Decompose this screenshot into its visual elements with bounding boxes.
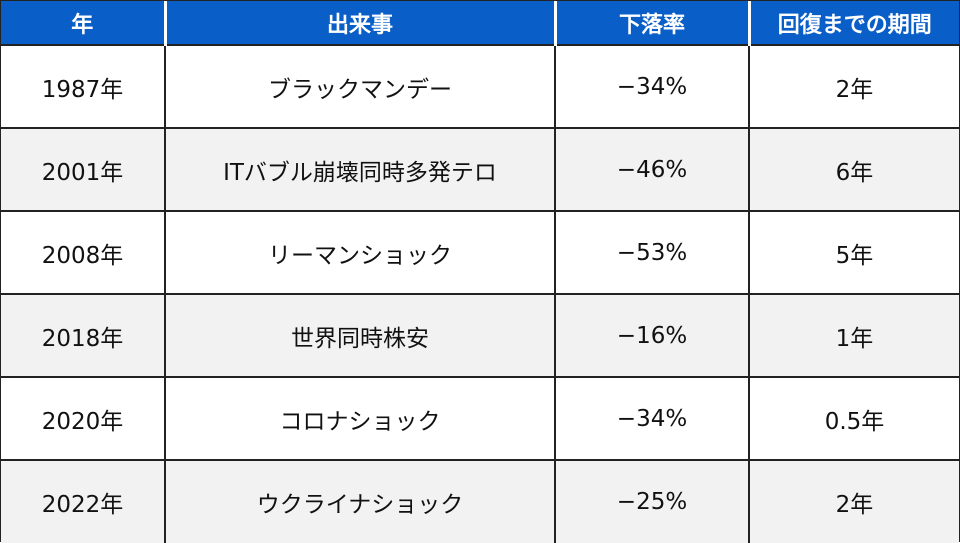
cell-event: 世界同時株安: [164, 293, 555, 377]
table-header: 年 出来事 下落率 回復までの期間: [1, 1, 959, 45]
table-row: 2018年 世界同時株安 −16% 1年: [1, 293, 959, 377]
cell-decline-rate: −34%: [554, 44, 749, 128]
table-body: 1987年 ブラックマンデー −34% 2年 2001年 ITバブル崩壊同時多発…: [1, 44, 959, 543]
cell-recovery-period: 1年: [748, 293, 959, 377]
cell-decline-rate: −16%: [554, 293, 749, 377]
cell-event: ウクライナショック: [164, 459, 555, 543]
cell-year: 2008年: [1, 210, 165, 294]
cell-decline-rate: −25%: [554, 459, 749, 543]
cell-recovery-period: 2年: [748, 44, 959, 128]
header-decline-rate: 下落率: [553, 1, 749, 45]
cell-year: 2020年: [1, 376, 165, 460]
cell-recovery-period: 2年: [748, 459, 959, 543]
cell-event: ITバブル崩壊同時多発テロ: [164, 127, 555, 211]
cell-decline-rate: −34%: [554, 376, 749, 460]
table-row: 2020年 コロナショック −34% 0.5年: [1, 376, 959, 460]
header-event: 出来事: [163, 1, 555, 45]
table-row: 1987年 ブラックマンデー −34% 2年: [1, 44, 959, 128]
header-recovery-period: 回復までの期間: [747, 1, 959, 45]
cell-year: 2018年: [1, 293, 165, 377]
header-row: 年 出来事 下落率 回復までの期間: [1, 1, 959, 45]
cell-event: コロナショック: [164, 376, 555, 460]
table-row: 2022年 ウクライナショック −25% 2年: [1, 459, 959, 543]
cell-recovery-period: 5年: [748, 210, 959, 294]
cell-event: ブラックマンデー: [164, 44, 555, 128]
table-row: 2001年 ITバブル崩壊同時多発テロ −46% 6年: [1, 127, 959, 211]
cell-year: 2001年: [1, 127, 165, 211]
cell-event: リーマンショック: [164, 210, 555, 294]
cell-decline-rate: −53%: [554, 210, 749, 294]
header-year: 年: [1, 1, 165, 45]
cell-recovery-period: 6年: [748, 127, 959, 211]
cell-decline-rate: −46%: [554, 127, 749, 211]
cell-year: 1987年: [1, 44, 165, 128]
cell-recovery-period: 0.5年: [748, 376, 959, 460]
table-row: 2008年 リーマンショック −53% 5年: [1, 210, 959, 294]
cell-year: 2022年: [1, 459, 165, 543]
